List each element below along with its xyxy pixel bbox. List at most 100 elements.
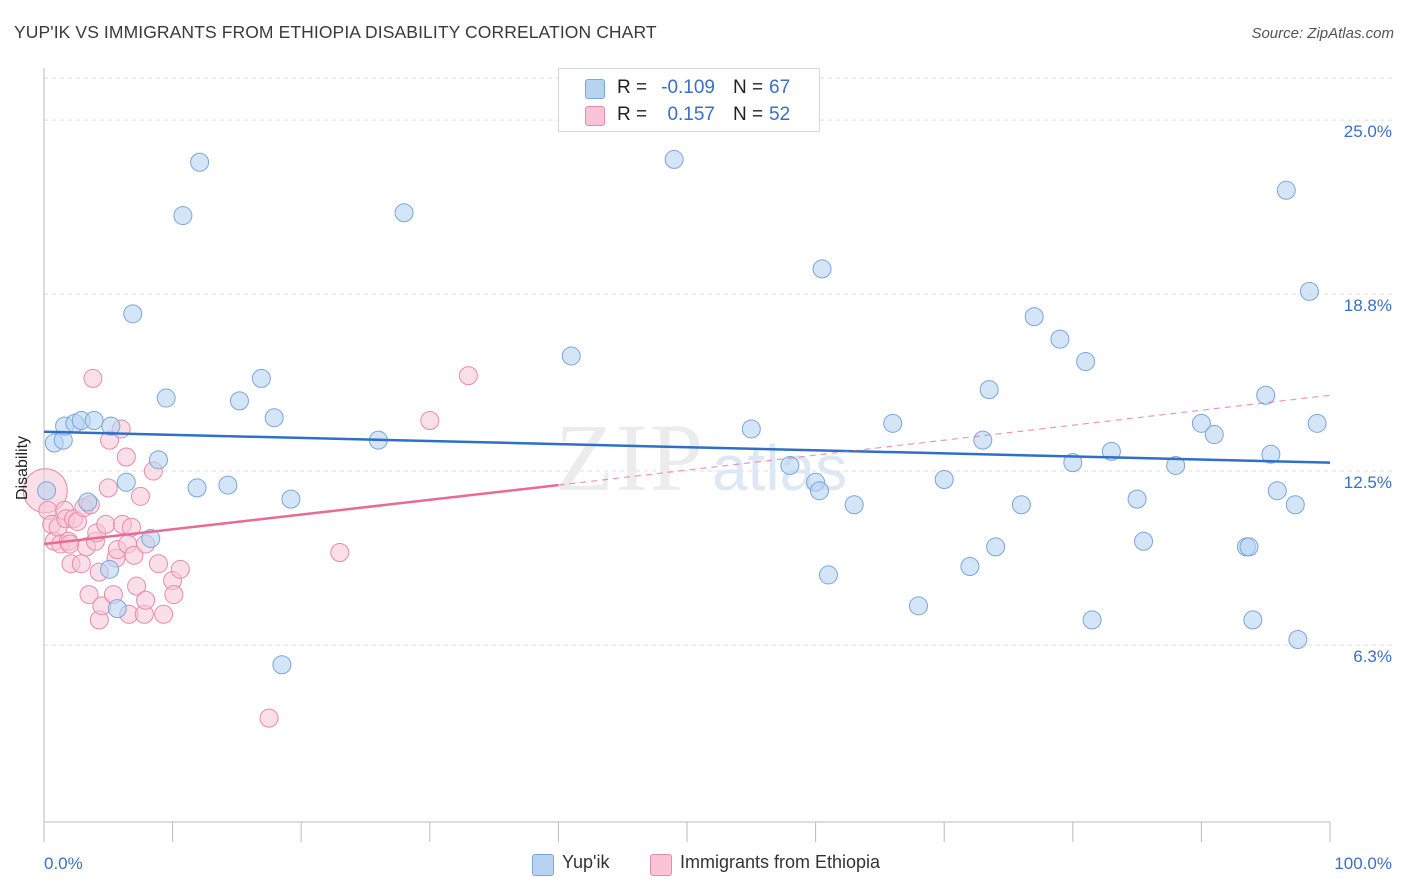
yupik-point <box>1267 481 1287 501</box>
yupik-point <box>1050 329 1070 349</box>
ethiopia-point <box>458 366 478 386</box>
yupik-point <box>141 528 161 548</box>
yupik-point <box>272 655 292 675</box>
ethiopia-point <box>164 585 184 605</box>
ethiopia-point <box>60 534 80 554</box>
yupik-point <box>100 559 120 579</box>
yupik-point <box>1166 455 1186 475</box>
stats-swatch-yupik <box>585 79 605 99</box>
yupik-point <box>1288 630 1308 650</box>
yupik-point <box>173 206 193 226</box>
yupik-point <box>1024 307 1044 327</box>
ethiopia-point <box>130 486 150 506</box>
yupik-point <box>986 537 1006 557</box>
y-tick-label: 12.5% <box>1344 473 1392 492</box>
legend-swatch-ethiopia <box>650 854 672 876</box>
yupik-point <box>394 203 414 223</box>
yupik-point <box>1204 425 1224 445</box>
yupik-point <box>664 149 684 169</box>
yupik-point <box>281 489 301 509</box>
yupik-point <box>148 450 168 470</box>
yupik-point <box>908 596 928 616</box>
yupik-point <box>1101 441 1121 461</box>
yupik-point <box>1299 281 1319 301</box>
yupik-point <box>187 478 207 498</box>
yupik-point <box>1239 537 1259 557</box>
yupik-point <box>1307 413 1327 433</box>
yupik-point <box>741 419 761 439</box>
watermark-zip: ZIP <box>555 404 705 511</box>
ethiopia-point <box>259 708 279 728</box>
yupik-point <box>190 152 210 172</box>
stats-n-label: N = <box>733 77 764 98</box>
stats-r-value: 0.157 <box>667 104 715 125</box>
stats-row-ethiopia: R = 0.157 N = 52 <box>559 100 819 128</box>
yupik-point <box>1134 531 1154 551</box>
x-tick-label: 100.0% <box>1334 854 1392 873</box>
yupik-point <box>251 368 271 388</box>
ethiopia-point <box>136 590 156 610</box>
axes <box>43 68 1331 842</box>
yupik-point <box>229 391 249 411</box>
yupik-point <box>1082 610 1102 630</box>
yupik-point <box>1285 495 1305 515</box>
ethiopia-point <box>127 576 147 596</box>
yupik-point <box>883 413 903 433</box>
legend-label-ethiopia: Immigrants from Ethiopia <box>680 852 881 872</box>
ethiopia-point <box>79 585 99 605</box>
yupik-point <box>1276 180 1296 200</box>
yupik-point <box>84 411 104 431</box>
tick-labels: 6.3% 12.5% 18.8% 25.0% 0.0% 100.0% <box>44 122 1392 873</box>
stats-r-label: R = <box>617 77 648 98</box>
yupik-point <box>78 492 98 512</box>
legend-label-yupik: Yup'ik <box>562 852 610 872</box>
yupik-point <box>979 380 999 400</box>
x-tick-label: 0.0% <box>44 854 83 873</box>
gridlines <box>44 77 1392 646</box>
legend-swatch-yupik <box>532 854 554 876</box>
stats-r-value: -0.109 <box>661 77 715 98</box>
yupik-point <box>809 481 829 501</box>
ethiopia-point <box>420 411 440 431</box>
yupik-point <box>107 599 127 619</box>
stats-r-label: R = <box>617 104 648 125</box>
ethiopia-point <box>71 554 91 574</box>
stats-row-yupik: R = -0.109 N = 67 <box>559 73 819 101</box>
ethiopia-trend-extension <box>558 394 1331 486</box>
ethiopia-point <box>121 517 141 537</box>
stats-swatch-ethiopia <box>585 106 605 126</box>
stats-n-value: 67 <box>769 77 791 98</box>
stats-n-value: 52 <box>769 104 791 125</box>
y-axis-label: Disability <box>14 435 31 500</box>
yupik-point <box>561 346 581 366</box>
ethiopia-point <box>330 542 350 562</box>
y-tick-label: 6.3% <box>1353 647 1392 666</box>
ethiopia-point <box>170 559 190 579</box>
yupik-point <box>264 408 284 428</box>
yupik-point <box>818 565 838 585</box>
series-yupik <box>37 149 1327 675</box>
trend-lines <box>43 394 1331 546</box>
stats-box: R = -0.109 N = 67 R = 0.157 N = 52 <box>558 68 820 132</box>
yupik-point <box>1256 385 1276 405</box>
yupik-point <box>101 416 121 436</box>
yupik-point <box>218 475 238 495</box>
chart-title: YUP'IK VS IMMIGRANTS FROM ETHIOPIA DISAB… <box>14 22 657 42</box>
ethiopia-point <box>83 368 103 388</box>
yupik-point <box>960 557 980 577</box>
yupik-point <box>1011 495 1031 515</box>
ethiopia-point <box>116 447 136 467</box>
yupik-point <box>1076 352 1096 372</box>
stats-n-label: N = <box>733 104 764 125</box>
yupik-point <box>156 388 176 408</box>
yupik-point <box>934 469 954 489</box>
yupik-trend-line <box>43 430 1331 464</box>
ethiopia-point <box>124 545 144 565</box>
yupik-point <box>123 304 143 324</box>
yupik-point <box>1127 489 1147 509</box>
yupik-point <box>1063 453 1083 473</box>
yupik-point <box>1243 610 1263 630</box>
yupik-point <box>1191 413 1211 433</box>
yupik-point <box>37 481 57 501</box>
yupik-point <box>116 472 136 492</box>
